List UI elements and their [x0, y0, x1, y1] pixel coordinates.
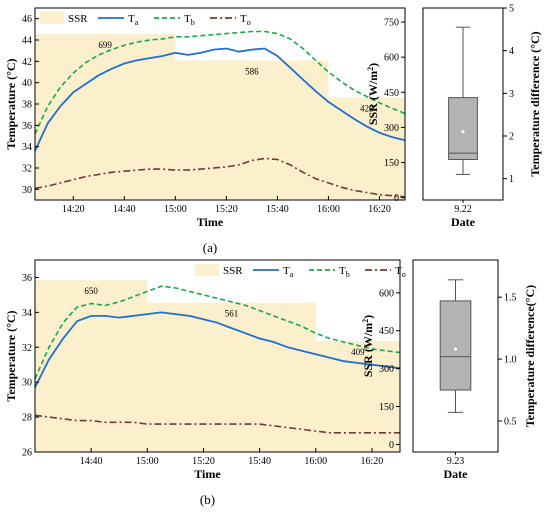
y-axis-label: Temperature (°C) [4, 310, 18, 401]
y-tick-label: 40 [22, 78, 32, 89]
legend-label: SSR [223, 265, 243, 277]
ssr-bar-label: 586 [245, 66, 259, 76]
y-tick-label: 26 [22, 448, 32, 459]
box-y-tick-label: 1.5 [504, 293, 517, 304]
box-y-axis-label: Temperature difference(°C) [523, 285, 537, 427]
y2-tick-label: 150 [379, 402, 394, 413]
box-y-tick-label: 0.5 [504, 417, 517, 428]
iqr-box [448, 97, 478, 160]
x-axis-label: Time [194, 467, 221, 481]
legend-label: To [240, 13, 251, 27]
box-y-tick-label: 1 [509, 174, 514, 185]
box-category-label: 9.23 [447, 456, 465, 467]
box-y-tick-label: 5 [509, 4, 514, 15]
legend-label: Ta [283, 265, 294, 279]
x-tick-label: 14:40 [80, 456, 103, 467]
y2-tick-label: 0 [389, 440, 394, 451]
series-line-ta [34, 47, 406, 152]
y2-tick-label: 750 [384, 18, 399, 29]
y2-tick-label: 600 [384, 53, 399, 64]
ssr-bar [35, 280, 148, 452]
x-tick-label: 16:00 [304, 456, 327, 467]
y-tick-label: 38 [22, 100, 32, 111]
legend-label: Tb [184, 13, 195, 27]
legend: SSR Ta Tb To [195, 264, 406, 279]
y-tick-label: 32 [22, 164, 32, 175]
y2-tick-label: 600 [379, 288, 394, 299]
y-tick-label: 36 [22, 273, 32, 284]
box-y-tick-label: 2 [509, 132, 514, 143]
x-axis-label: Time [197, 215, 224, 229]
y2-tick-label: 150 [384, 158, 399, 169]
box-y-tick-label: 1.0 [504, 355, 517, 366]
x-tick-label: 15:00 [164, 204, 187, 215]
y-tick-label: 30 [22, 185, 32, 196]
ssr-bar [35, 33, 176, 201]
x-tick-label: 15:20 [215, 204, 238, 215]
ssr-bar-label: 561 [225, 309, 239, 319]
ssr-bar-label: 699 [98, 40, 112, 50]
legend-label: Ta [128, 13, 139, 27]
y-tick-label: 34 [22, 142, 32, 153]
series-line-to [34, 157, 406, 198]
y-tick-label: 34 [22, 308, 32, 319]
y2-tick-label: 300 [384, 123, 399, 134]
ssr-bar-label: 650 [84, 286, 98, 296]
ssr-bar [175, 60, 329, 201]
y2-axis-label: SSR (W/m2) [366, 63, 380, 125]
x-tick-label: 15:20 [192, 456, 215, 467]
legend-label: SSR [68, 13, 88, 25]
plot-frame [34, 259, 401, 453]
legend: SSR Ta Tb To [40, 12, 251, 27]
series-line-to [34, 414, 400, 434]
y-axis-label: Temperature (°C) [4, 58, 18, 149]
mean-marker [454, 347, 457, 351]
panel-label: (a) [203, 240, 217, 255]
y-tick-label: 36 [22, 121, 32, 132]
x-tick-label: 15:00 [136, 456, 159, 467]
series-line-ta [34, 311, 401, 388]
x-tick-label: 14:20 [62, 204, 85, 215]
main-chart-b-main: 650 561 409 26 28 30 32 34 36 0 150 300 450 600 14:40 1… [4, 259, 406, 507]
y2-tick-label: 450 [379, 326, 394, 337]
y-tick-label: 28 [22, 413, 32, 424]
x-tick-label: 16:20 [361, 456, 384, 467]
x-tick-label: 15:40 [248, 456, 271, 467]
y-tick-label: 46 [22, 14, 32, 25]
mean-marker [461, 130, 465, 134]
box-y-tick-label: 3 [509, 89, 514, 100]
y-tick-label: 32 [22, 343, 32, 354]
panel-label: (b) [200, 492, 215, 507]
legend-label: To [395, 265, 406, 279]
y-tick-label: 44 [22, 36, 32, 47]
y2-tick-label: 450 [384, 88, 399, 99]
box-category-label: 9.22 [454, 204, 472, 215]
y-tick-label: 42 [22, 57, 32, 68]
legend-label: Tb [339, 265, 350, 279]
iqr-box [439, 300, 472, 391]
box-x-axis-label: Date [444, 467, 469, 481]
box-y-tick-label: 4 [509, 46, 514, 57]
box-x-axis-label: Date [451, 215, 476, 229]
legend-swatch-ssr [40, 12, 64, 24]
x-tick-label: 16:00 [317, 204, 340, 215]
y2-axis-label: SSR (W/m2) [361, 315, 375, 377]
legend-swatch-ssr [195, 264, 219, 276]
x-tick-label: 16:20 [368, 204, 391, 215]
y2-tick-label: 300 [379, 364, 394, 375]
ssr-bar-label: 428 [360, 103, 374, 113]
main-chart-a-main: 699 586 428 30 32 34 36 38 40 42 44 46 0 150 300 450 600… [4, 7, 406, 255]
ssr-bar-label: 409 [351, 347, 365, 357]
x-tick-label: 15:40 [266, 204, 289, 215]
series-line-tb [34, 30, 406, 135]
y-tick-label: 30 [22, 378, 32, 389]
box-y-axis-label: Temperature difference (°C) [528, 31, 542, 176]
ssr-bar [147, 302, 316, 452]
ssr-bar [328, 97, 405, 200]
y2-tick-label: 0 [394, 193, 399, 204]
x-tick-label: 14:40 [113, 204, 136, 215]
